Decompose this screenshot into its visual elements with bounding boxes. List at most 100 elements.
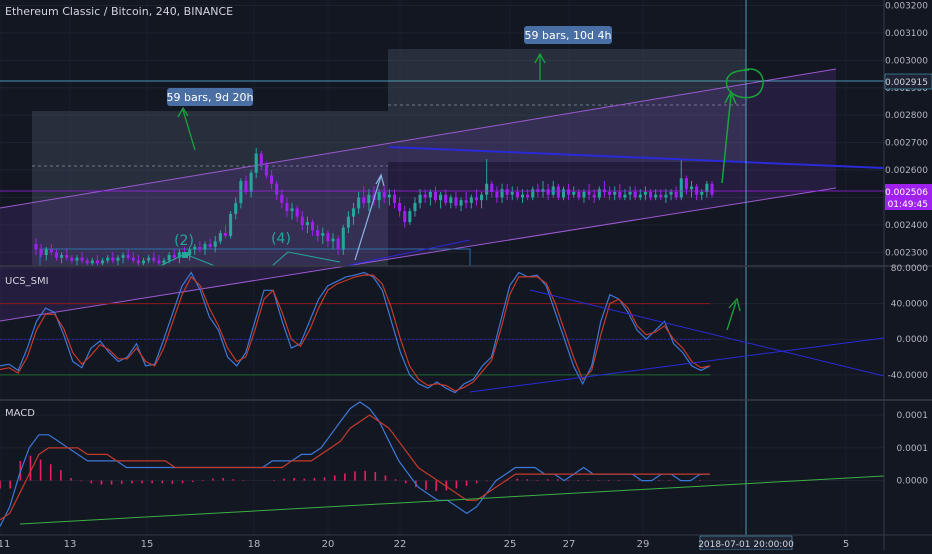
bar-countdown: 01:49:45: [888, 200, 928, 210]
candle-body: [177, 252, 181, 258]
candle-body: [638, 194, 642, 198]
candle-body: [582, 191, 586, 198]
time-tick-label: 29: [637, 539, 650, 550]
candle-body: [480, 194, 484, 201]
smi-lower-trendline[interactable]: [469, 337, 885, 393]
candle-body: [121, 255, 125, 258]
candle-body: [239, 180, 243, 203]
candle-body: [203, 244, 207, 250]
candle-body: [689, 186, 694, 190]
candle-body: [346, 216, 350, 228]
wave-2-point: [182, 252, 188, 258]
candle-body: [577, 191, 581, 198]
green-arrow-smi: [726, 301, 737, 331]
candle-body: [234, 202, 238, 214]
crosshair-time: 2018-07-01 20:00:00: [698, 540, 794, 550]
candle-body: [515, 191, 519, 198]
macd-line-0: [0, 401, 710, 527]
candle-body: [551, 186, 555, 195]
time-tick-label: 20: [322, 539, 335, 550]
candle-body: [75, 257, 79, 261]
candle-body: [413, 202, 417, 212]
price-tick-label: 0.003200: [885, 1, 928, 11]
measure-label-1-bg: [167, 88, 253, 106]
candle-body: [444, 194, 448, 203]
price-tick-label: 0.003100: [885, 29, 928, 39]
candle-body: [418, 194, 422, 203]
candle-body: [643, 191, 647, 195]
candle-body: [654, 194, 658, 198]
candle-body: [556, 186, 560, 198]
candle-body: [336, 238, 340, 250]
candle-body: [90, 260, 94, 264]
candle-body: [95, 260, 99, 264]
price-channel-fill: [0, 69, 836, 321]
time-tick-label: 22: [394, 539, 407, 550]
smi-pane[interactable]: [0, 271, 711, 394]
green-target-circle: [725, 68, 764, 99]
candle-body: [223, 233, 228, 236]
candle-body: [495, 191, 499, 198]
measure-box-2[interactable]: [388, 49, 746, 162]
candle-body: [249, 172, 253, 192]
macd-trendline[interactable]: [19, 475, 885, 525]
candle-body: [505, 189, 509, 195]
candle-body: [546, 189, 550, 195]
macd-pane[interactable]: [0, 401, 710, 527]
candle-body: [659, 194, 663, 198]
candle-body: [433, 191, 437, 201]
smi-line-0: [0, 271, 711, 394]
candle-body: [700, 191, 704, 195]
candle-body: [34, 244, 38, 250]
support-trendline[interactable]: [344, 239, 471, 267]
candle-body: [131, 257, 135, 261]
time-tick-label: 13: [64, 539, 77, 550]
price-tick-label: 0.002800: [885, 111, 928, 121]
wave-label-4: (4): [271, 231, 291, 247]
channel-lower-line[interactable]: [0, 187, 837, 322]
candle-body: [49, 249, 53, 253]
candle-body: [408, 211, 412, 223]
measure-label-1: 59 bars, 9d 20h: [167, 91, 254, 104]
smi-tick-label: 0.0000: [897, 335, 929, 345]
candle-body: [454, 197, 458, 206]
candle-body: [618, 191, 622, 198]
candle-body: [305, 222, 309, 225]
candle-body: [152, 257, 156, 261]
channel-upper-line[interactable]: [0, 68, 837, 209]
candle-body: [464, 200, 468, 203]
candle-body: [679, 178, 683, 198]
smi-upper-trendline[interactable]: [529, 289, 885, 377]
candle-body: [300, 216, 304, 225]
candle-body: [341, 227, 345, 250]
macd-line-1: [0, 414, 710, 521]
candle-body: [101, 260, 105, 264]
candle-body: [290, 208, 294, 212]
candle-body: [162, 260, 166, 264]
candle-body: [331, 238, 335, 242]
candle-body: [592, 194, 596, 198]
candle-body: [357, 197, 361, 209]
candle-body: [321, 233, 325, 236]
candle-body: [280, 194, 284, 203]
candle-body: [142, 260, 146, 264]
light-blue-arrow: [354, 175, 382, 261]
wave-label-2: (2): [174, 233, 194, 249]
resistance-trendline[interactable]: [388, 146, 885, 169]
candle-body: [275, 183, 279, 195]
candle-body: [469, 197, 473, 203]
candle-body: [80, 257, 84, 261]
candle-body: [597, 189, 601, 198]
candle-body: [316, 230, 320, 236]
price-tick-label: 0.002700: [885, 139, 928, 149]
time-tick-label: 27: [563, 539, 576, 550]
candle-body: [311, 222, 315, 231]
green-arrowhead-1: [177, 106, 189, 118]
candle-body: [531, 189, 535, 198]
candle-body: [147, 257, 151, 261]
candle-body: [387, 194, 391, 198]
green-arrow-3: [721, 94, 732, 184]
